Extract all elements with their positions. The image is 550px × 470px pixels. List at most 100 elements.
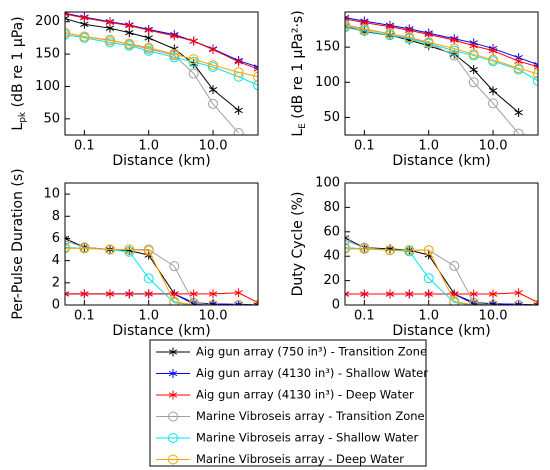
y-label-sub: E (298, 123, 308, 129)
marker (144, 25, 153, 35)
plot-area (65, 12, 258, 135)
marker (449, 43, 460, 54)
y-tick-label: 100 (315, 75, 340, 90)
y-label-rest: (dB re 1 μPa) (10, 16, 26, 111)
marker (169, 296, 180, 305)
y-label-main: L (10, 123, 26, 131)
y-tick-label: 10 (43, 187, 60, 202)
marker (253, 80, 258, 91)
marker (405, 289, 414, 299)
marker (514, 288, 523, 298)
y-tick-label: 50 (323, 110, 340, 125)
series-line (65, 240, 258, 305)
series-line (65, 293, 258, 305)
marker (424, 289, 433, 299)
series-line (345, 239, 538, 305)
marker (513, 300, 524, 305)
marker (104, 244, 115, 255)
y-tick-label: 150 (35, 47, 60, 62)
marker (488, 289, 498, 299)
series-line (65, 34, 258, 86)
x-axis-label: Distance (km) (112, 323, 210, 339)
marker (488, 46, 498, 56)
marker (168, 454, 178, 465)
marker (533, 68, 538, 79)
marker (189, 289, 198, 299)
axes-frame (64, 182, 259, 306)
marker (143, 42, 154, 53)
marker (514, 299, 523, 305)
marker (488, 98, 499, 109)
marker (188, 54, 199, 65)
y-axis-label: Lpk (dB re 1 μPa) (10, 16, 28, 130)
marker (468, 297, 479, 305)
marker (514, 108, 523, 118)
x-tick-label: 10.0 (199, 309, 228, 324)
x-tick-label: 10.0 (479, 309, 508, 324)
marker (233, 67, 244, 78)
y-tick-label: 8 (52, 209, 60, 224)
marker (404, 245, 415, 256)
marker (345, 235, 350, 246)
plot-area (345, 233, 538, 305)
marker (468, 77, 479, 88)
marker (143, 45, 154, 56)
x-tick-label: 10.0 (199, 139, 228, 154)
marker (469, 41, 478, 51)
axes-frame (64, 11, 259, 136)
marker (345, 21, 350, 32)
y-tick-label: 100 (315, 176, 340, 191)
marker (533, 62, 538, 72)
y-tick-label: 80 (323, 200, 340, 215)
x-tick-label: 1.0 (418, 309, 439, 324)
marker (404, 32, 415, 43)
marker (234, 57, 243, 67)
y-tick-label: 4 (52, 253, 60, 268)
series-line (345, 25, 538, 75)
marker (80, 13, 89, 23)
x-axis-label: Distance (km) (112, 153, 210, 169)
marker (125, 289, 134, 299)
series-line (345, 237, 538, 305)
marker (188, 68, 199, 79)
series-line (345, 26, 538, 82)
legend-box (149, 339, 427, 467)
marker (168, 433, 178, 443)
marker (513, 128, 524, 135)
marker (208, 45, 218, 55)
marker (125, 21, 134, 31)
plot-area (65, 233, 258, 305)
marker (359, 24, 370, 35)
marker (233, 300, 244, 305)
marker (143, 273, 154, 284)
series-line (65, 292, 258, 304)
marker (488, 54, 499, 65)
marker (208, 98, 219, 109)
marker (105, 289, 115, 299)
marker (168, 390, 178, 400)
marker (234, 105, 243, 115)
series-line (345, 292, 538, 304)
y-tick-label: 60 (323, 224, 340, 239)
marker (449, 260, 460, 271)
marker (423, 273, 434, 284)
marker (488, 86, 498, 96)
marker (65, 13, 70, 23)
marker (144, 33, 153, 43)
x-tick-label: 0.1 (74, 309, 95, 324)
y-tick-label: 40 (323, 249, 340, 264)
marker (234, 288, 243, 298)
x-tick-label: 1.0 (418, 139, 439, 154)
y-tick-label: 2 (52, 275, 60, 290)
marker (168, 369, 178, 378)
plot-area (345, 13, 538, 135)
marker (188, 56, 199, 67)
marker (468, 49, 479, 60)
marker (80, 289, 89, 299)
marker (233, 128, 244, 135)
y-label-sub: pk (18, 111, 28, 123)
marker (253, 71, 258, 82)
marker (124, 38, 135, 49)
marker (253, 300, 258, 305)
y-tick-label: 200 (35, 14, 60, 29)
